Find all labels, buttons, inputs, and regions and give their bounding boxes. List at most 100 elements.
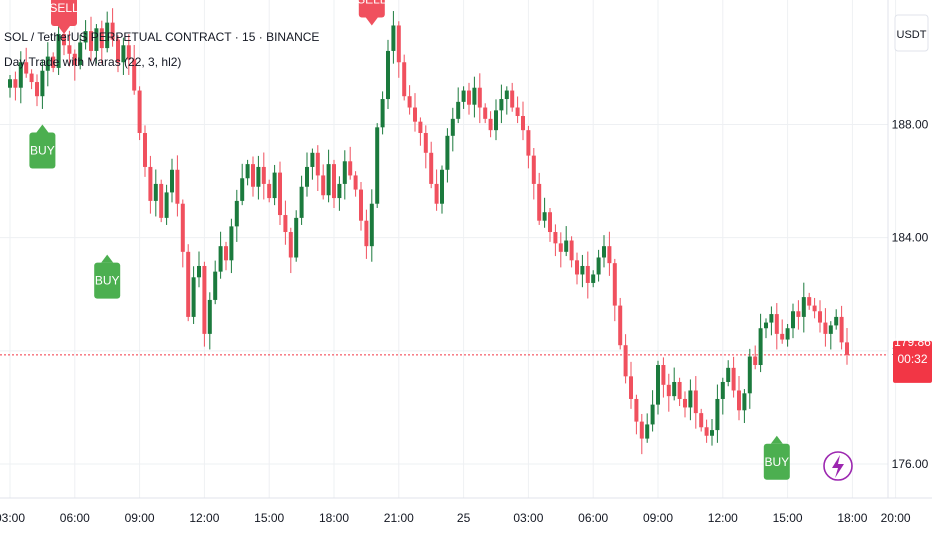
candle-body <box>477 87 482 108</box>
candle <box>429 141 434 189</box>
candle <box>89 16 93 61</box>
candle-body <box>67 45 72 54</box>
candle <box>812 297 817 319</box>
time-axis[interactable]: 03:00 06:00 09:00 12:00 15:00 18:00 21:00 25 03:… <box>0 511 911 525</box>
candle-body <box>537 183 542 221</box>
candle <box>202 261 207 347</box>
candle-body <box>769 314 774 323</box>
x-tick-label: 03:00 <box>0 511 25 525</box>
candle <box>737 376 741 421</box>
candle <box>186 244 191 322</box>
candle-body <box>386 50 390 100</box>
indicator-legend[interactable]: Day Trade with Maras (22, 3, hl2) <box>4 55 181 69</box>
y-tick-label: 184.00 <box>892 231 929 245</box>
candle <box>699 408 704 432</box>
candle <box>542 197 547 228</box>
candle <box>434 169 439 211</box>
candle-body <box>580 265 585 275</box>
x-tick-label: 12:00 <box>708 511 738 525</box>
candle <box>164 184 169 225</box>
candle-body <box>40 70 45 97</box>
candle-body <box>310 152 315 167</box>
candle-body <box>461 90 466 102</box>
candle-body <box>170 169 174 193</box>
candle <box>83 20 88 50</box>
signal-label: SELL <box>49 1 79 15</box>
candle <box>105 11 110 53</box>
candle <box>764 318 768 339</box>
candle-body <box>143 132 147 167</box>
candle <box>553 224 558 257</box>
candle <box>791 303 795 339</box>
candle-body <box>693 390 698 414</box>
candle <box>488 111 493 138</box>
signal-markers: SELL BUY BUY SELL BUY <box>29 0 790 480</box>
signal-label: SELL <box>357 0 387 6</box>
chart-title[interactable]: SOL / TetherUS PERPETUAL CONTRACT · 15 ·… <box>4 30 319 44</box>
candle <box>591 270 596 288</box>
candle-body <box>661 365 666 385</box>
candle-body <box>191 277 196 317</box>
last-price-badge: 179.86 00:32 <box>893 335 932 383</box>
candle-body <box>515 107 520 117</box>
candle-body <box>715 398 720 431</box>
candle-body <box>224 246 228 261</box>
candle-body <box>121 45 126 63</box>
candle <box>288 227 293 274</box>
candle <box>251 156 255 197</box>
candle <box>283 200 288 245</box>
candle-body <box>645 424 650 439</box>
candle <box>558 232 563 268</box>
candle <box>310 148 315 180</box>
candle <box>78 34 83 70</box>
candle-body <box>62 33 66 46</box>
candle <box>672 367 677 401</box>
candle <box>386 39 390 109</box>
candle-body <box>747 356 752 394</box>
x-tick-label: 15:00 <box>773 511 803 525</box>
candle-body <box>402 62 407 97</box>
candle <box>72 49 77 81</box>
candle-body <box>337 183 342 199</box>
candle-body <box>585 265 590 283</box>
candle-body <box>704 427 709 436</box>
candle-body <box>683 398 687 408</box>
candle <box>99 20 104 64</box>
lightning-icon[interactable] <box>823 451 853 481</box>
candle <box>656 360 660 415</box>
candle <box>364 209 369 259</box>
candle <box>116 35 120 73</box>
candle-body <box>83 31 88 43</box>
candle <box>337 176 342 211</box>
candle-body <box>24 62 29 74</box>
candle-body <box>607 246 612 264</box>
unit-selector[interactable]: USDT <box>894 14 929 52</box>
candle-body <box>51 56 56 68</box>
x-tick-label: 03:00 <box>513 511 543 525</box>
candle <box>607 231 612 276</box>
candle <box>267 179 272 203</box>
x-tick-label: 09:00 <box>643 511 673 525</box>
candle <box>153 169 158 217</box>
x-tick-label: 15:00 <box>254 511 284 525</box>
candle-body <box>407 96 412 108</box>
candle-body <box>94 28 99 51</box>
x-tick-label: 06:00 <box>578 511 608 525</box>
candle-body <box>99 28 104 49</box>
candle <box>94 24 99 64</box>
sell-signal: SELL <box>357 0 387 26</box>
candle-body <box>13 79 18 88</box>
candle <box>132 44 137 95</box>
candle <box>56 26 61 75</box>
candle-body <box>548 212 552 233</box>
candle <box>272 164 277 206</box>
candle-body <box>321 175 326 196</box>
candle-body <box>353 175 358 190</box>
candle-body <box>423 132 428 153</box>
candle-body <box>450 118 455 136</box>
candle <box>461 86 466 109</box>
candle-body <box>666 384 671 397</box>
candle-body <box>240 178 245 201</box>
